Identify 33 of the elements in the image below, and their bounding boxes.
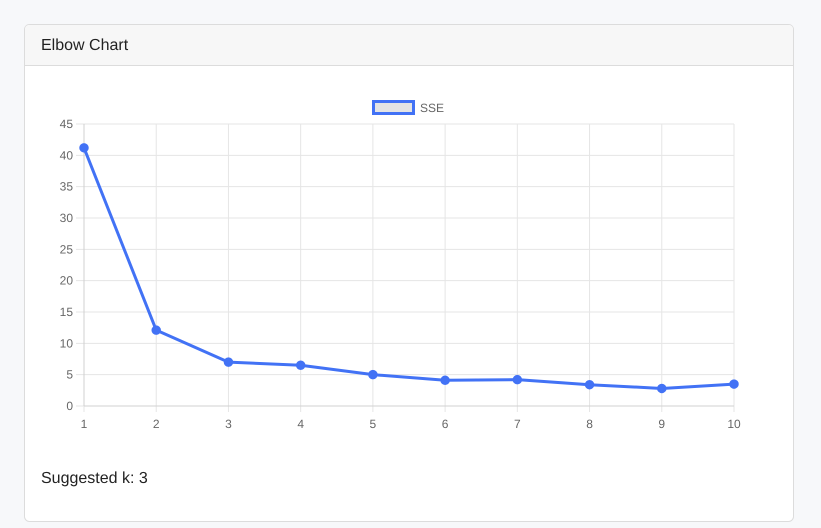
y-tick-label: 5 <box>66 368 74 382</box>
x-tick-label: 7 <box>514 417 521 431</box>
y-tick-label: 25 <box>60 242 74 256</box>
point <box>79 143 89 153</box>
point <box>224 357 234 367</box>
point <box>657 384 667 394</box>
y-tick-label: 35 <box>60 180 74 194</box>
point <box>296 360 306 370</box>
x-tick-label: 2 <box>152 417 160 431</box>
y-tick-label: 10 <box>60 336 74 350</box>
chart-title: Elbow Chart <box>41 37 129 54</box>
point <box>151 325 161 335</box>
x-tick-label: 4 <box>297 417 304 431</box>
y-tick-label: 45 <box>60 117 74 131</box>
text: Suggested k: 3 <box>41 470 148 487</box>
y-tick-label: 40 <box>60 148 74 162</box>
x-tick-label: 6 <box>442 417 449 431</box>
y-tick-label: 30 <box>60 211 74 225</box>
y-tick-label: 0 <box>66 399 74 413</box>
x-tick-label: 9 <box>658 417 666 431</box>
x-tick-label: 5 <box>370 417 377 431</box>
y-tick-label: 15 <box>60 305 74 319</box>
point <box>368 370 378 380</box>
x-tick-label: 10 <box>727 417 741 431</box>
x-tick-label: 1 <box>80 417 88 431</box>
y-tick-label: 20 <box>60 274 74 288</box>
point <box>584 380 594 390</box>
x-tick-label: 3 <box>225 417 232 431</box>
point <box>512 374 522 384</box>
legend-label: SSE <box>420 101 444 115</box>
x-tick-label: 8 <box>586 417 594 431</box>
point <box>729 379 739 389</box>
point <box>440 376 450 386</box>
